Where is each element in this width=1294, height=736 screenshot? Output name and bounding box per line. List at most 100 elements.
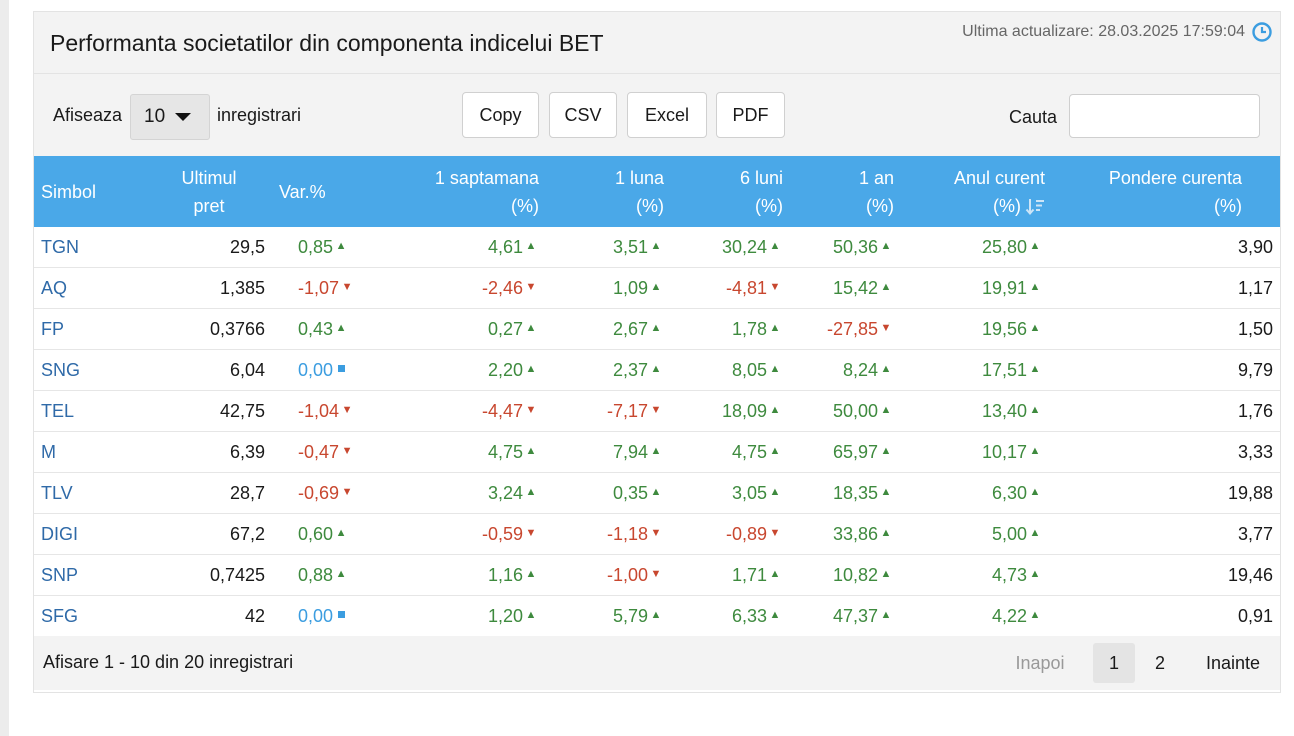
- cell-symbol[interactable]: SFG: [41, 605, 79, 626]
- cell-symbol[interactable]: TEL: [34, 390, 146, 432]
- csv-button[interactable]: CSV: [549, 92, 617, 138]
- cell-symbol[interactable]: AQ: [34, 267, 146, 309]
- triangle-up-icon: ▲: [1029, 321, 1041, 334]
- triangle-down-icon: ▼: [769, 526, 781, 539]
- panel-title: Performanta societatilor din componenta …: [50, 30, 604, 56]
- pagination-page-2[interactable]: 2: [1154, 652, 1165, 673]
- panel-header: Performanta societatilor din componenta …: [34, 12, 1280, 74]
- triangle-down-icon: ▼: [769, 280, 781, 293]
- col-header-1-an[interactable]: 1 an (%): [858, 167, 894, 216]
- cell-1-an: 33,86 ▲: [790, 513, 901, 555]
- cell-anul-curent: 10,17 ▲: [901, 431, 1071, 473]
- cell-var: 0,00: [272, 349, 362, 391]
- cell-price: 6,39: [146, 431, 272, 473]
- triangle-up-icon: ▲: [525, 485, 537, 498]
- pagination-prev[interactable]: Inapoi: [1015, 652, 1065, 673]
- table-row: TEL 42,75 -1,04 ▼ -4,47 ▼ -7,17 ▼ 18,09 ▲ 50,00 ▲ 13…: [34, 390, 1280, 432]
- col-header-simbol[interactable]: Simbol: [41, 181, 97, 202]
- cell-price: 67,2: [146, 513, 272, 555]
- cell-1-an: 50,00 ▲: [790, 390, 901, 432]
- cell-symbol[interactable]: TLV: [34, 472, 146, 514]
- excel-button[interactable]: Excel: [627, 92, 707, 138]
- triangle-up-icon: ▲: [1029, 485, 1041, 498]
- cell-price: 1,385: [146, 267, 272, 309]
- cell-price: 42: [244, 605, 265, 626]
- cell-1-an: 8,24 ▲: [790, 349, 901, 391]
- cell-symbol[interactable]: SNG: [34, 349, 146, 391]
- triangle-down-icon: ▼: [650, 526, 662, 539]
- last-update: Ultima actualizare: 28.03.2025 17:59:04: [962, 22, 1272, 42]
- cell-6-luni: 18,09 ▲: [671, 390, 790, 432]
- triangle-up-icon: ▲: [880, 567, 892, 580]
- cell-1-saptamana: 1,16 ▲: [362, 554, 546, 596]
- page-length-value: 10: [144, 106, 166, 127]
- last-update-text: Ultima actualizare: 28.03.2025 17:59:04: [962, 23, 1245, 40]
- cell-1-an: 47,37 ▲: [790, 596, 901, 637]
- triangle-up-icon: ▲: [880, 526, 892, 539]
- cell-var: -1,04 ▼: [272, 390, 362, 432]
- col-header-6-luni[interactable]: 6 luni (%): [739, 167, 783, 216]
- cell-1-an: 10,82 ▲: [790, 554, 901, 596]
- cell-var: -1,07 ▼: [272, 267, 362, 309]
- cell-1-saptamana: 3,24 ▲: [362, 472, 546, 514]
- cell-1-an: 50,36 ▲: [790, 227, 901, 268]
- table-row: SNG 6,04 0,00 2,20 ▲ 2,37 ▲ 8,05 ▲ 8,24 ▲ 17,51 ▲ 9,7…: [34, 349, 1280, 391]
- triangle-up-icon: ▲: [650, 608, 662, 621]
- cell-price: 6,04: [146, 349, 272, 391]
- caret-down-icon: [175, 113, 192, 121]
- table-row: AQ 1,385 -1,07 ▼ -2,46 ▼ 1,09 ▲ -4,81 ▼ 15,42 ▲ 19,9…: [34, 267, 1280, 309]
- pagination-next[interactable]: Inainte: [1205, 652, 1261, 673]
- triangle-up-icon: ▲: [769, 321, 781, 334]
- records-info: Afisare 1 - 10 din 20 inregistrari: [43, 652, 294, 672]
- cell-symbol[interactable]: M: [34, 431, 146, 473]
- triangle-up-icon: ▲: [525, 444, 537, 457]
- square-icon: [333, 363, 349, 375]
- triangle-up-icon: ▲: [769, 362, 781, 375]
- cell-1-luna: -1,18 ▼: [546, 513, 671, 555]
- cell-pondere-curenta: 1,76: [1071, 390, 1280, 432]
- col-header-1-luna[interactable]: 1 luna (%): [614, 167, 664, 216]
- cell-anul-curent: 6,30 ▲: [901, 472, 1071, 514]
- page-length-select[interactable]: 10: [130, 94, 210, 140]
- triangle-up-icon: ▲: [1029, 444, 1041, 457]
- cell-6-luni: -4,81 ▼: [671, 267, 790, 309]
- triangle-up-icon: ▲: [769, 608, 781, 621]
- triangle-down-icon: ▼: [880, 321, 892, 334]
- cell-1-saptamana: -4,47 ▼: [362, 390, 546, 432]
- cell-symbol[interactable]: DIGI: [34, 513, 146, 555]
- triangle-up-icon: ▲: [335, 526, 347, 539]
- cell-symbol[interactable]: SNP: [34, 554, 146, 596]
- search-input[interactable]: [1069, 94, 1260, 138]
- triangle-down-icon: ▼: [341, 403, 353, 416]
- cell-anul-curent: 4,22 ▲: [901, 596, 1071, 637]
- cell-anul-curent: 25,80 ▲: [901, 227, 1071, 268]
- cell-1-luna: 0,35 ▲: [546, 472, 671, 514]
- triangle-up-icon: ▲: [650, 362, 662, 375]
- col-header-var[interactable]: Var.%: [279, 181, 326, 202]
- col-header-pondere-curenta[interactable]: Pondere curenta (%): [1108, 167, 1242, 216]
- col-header-anul-curent[interactable]: Anul curent (%): [953, 167, 1045, 216]
- copy-button[interactable]: Copy: [462, 92, 539, 138]
- triangle-up-icon: ▲: [880, 444, 892, 457]
- triangle-up-icon: ▲: [1029, 403, 1041, 416]
- bet-performance-panel: Performanta societatilor din componenta …: [33, 11, 1281, 693]
- cell-symbol[interactable]: FP: [34, 308, 146, 350]
- pagination-page-1[interactable]: 1: [1093, 643, 1135, 683]
- table-row: DIGI 67,2 0,60 ▲ -0,59 ▼ -1,18 ▼ -0,89 ▼ 33,86 ▲ 5,0…: [34, 513, 1280, 555]
- triangle-down-icon: ▼: [341, 444, 353, 457]
- cell-1-saptamana: 0,27 ▲: [362, 308, 546, 350]
- cell-anul-curent: 4,73 ▲: [901, 554, 1071, 596]
- col-header-ultimul-pret[interactable]: Ultimul pret: [181, 167, 237, 216]
- cell-pondere-curenta: 19,46: [1071, 554, 1280, 596]
- triangle-up-icon: ▲: [769, 403, 781, 416]
- cell-symbol[interactable]: TGN: [34, 227, 146, 268]
- triangle-up-icon: ▲: [1029, 362, 1041, 375]
- triangle-down-icon: ▼: [650, 567, 662, 580]
- cell-1-saptamana: 4,61 ▲: [362, 227, 546, 268]
- triangle-up-icon: ▲: [769, 239, 781, 252]
- cell-1-an: 18,35 ▲: [790, 472, 901, 514]
- cell-1-luna: 5,79 ▲: [546, 596, 671, 637]
- pdf-button[interactable]: PDF: [716, 92, 785, 138]
- triangle-down-icon: ▼: [341, 485, 353, 498]
- col-header-1-saptamana[interactable]: 1 saptamana (%): [434, 167, 539, 216]
